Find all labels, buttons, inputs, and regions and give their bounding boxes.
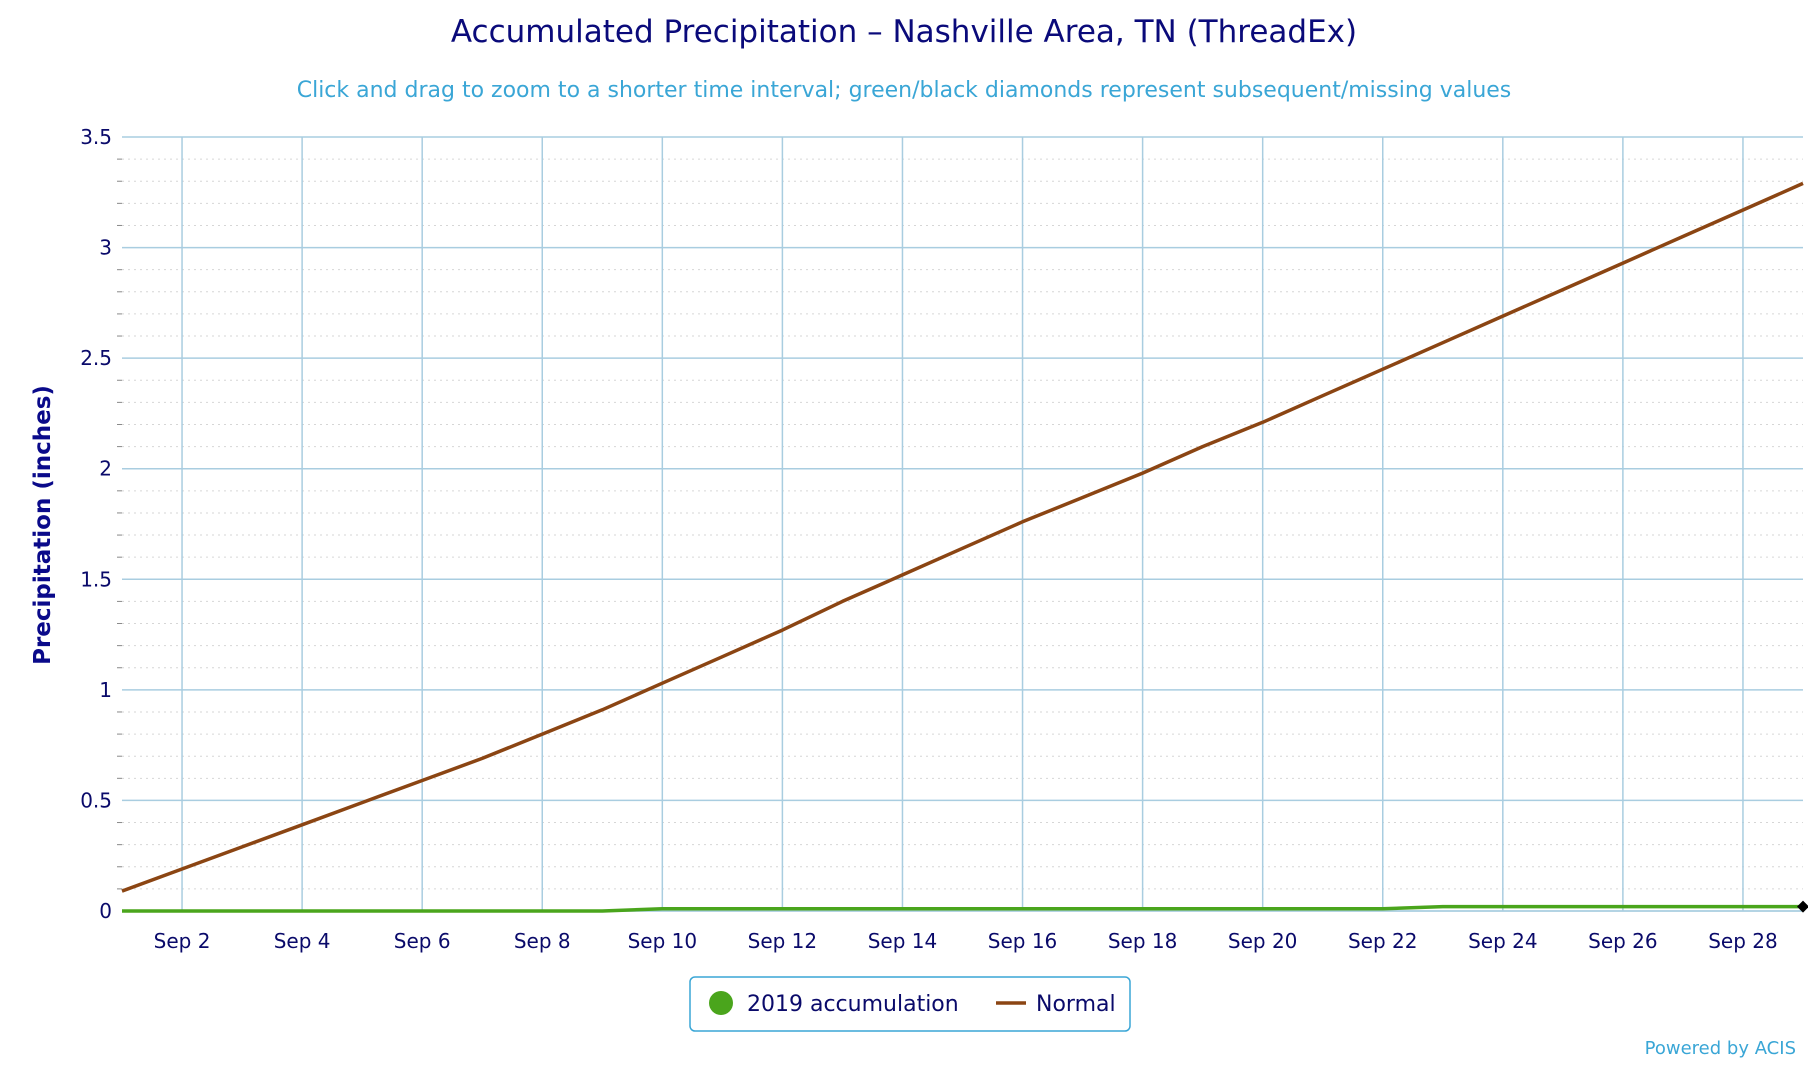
- y-axis-label: Precipitation (inches): [30, 385, 56, 665]
- x-tick-label: Sep 18: [1108, 929, 1178, 953]
- legend-label-normal[interactable]: Normal: [1036, 992, 1116, 1017]
- x-tick-label: Sep 26: [1588, 929, 1658, 953]
- chart-title: Accumulated Precipitation – Nashville Ar…: [451, 14, 1357, 50]
- grid: [117, 136, 1803, 912]
- y-axis-ticks: 0 0.5 1 1.5 2 2.5 3 3.5: [80, 125, 112, 923]
- y-tick-label: 1.5: [80, 567, 112, 591]
- x-axis-ticks: Sep 2 Sep 4 Sep 6 Sep 8 Sep 10 Sep 12 Sep 14 Se…: [154, 929, 1778, 953]
- legend-circle-icon: [709, 991, 733, 1015]
- y-tick-label: 0: [99, 899, 112, 923]
- x-tick-label: Sep 16: [988, 929, 1058, 953]
- y-tick-label: 1: [99, 678, 112, 702]
- legend-label-2019[interactable]: 2019 accumulation: [747, 992, 959, 1017]
- acis-credit-link[interactable]: Powered by ACIS: [1645, 1038, 1796, 1059]
- legend: 2019 accumulation Normal: [689, 976, 1131, 1032]
- y-tick-label: 2.5: [80, 346, 112, 370]
- x-tick-label: Sep 6: [394, 929, 451, 953]
- series-line-accumulation-2019: [122, 904, 1803, 913]
- x-tick-label: Sep 8: [514, 929, 571, 953]
- y-tick-label: 0.5: [80, 788, 112, 812]
- x-tick-label: Sep 22: [1348, 929, 1418, 953]
- y-tick-label: 3: [99, 236, 112, 260]
- missing-value-diamond: [1797, 900, 1808, 913]
- x-tick-label: Sep 20: [1228, 929, 1298, 953]
- x-tick-label: Sep 28: [1708, 929, 1778, 953]
- x-tick-label: Sep 12: [748, 929, 818, 953]
- y-tick-label: 2: [99, 457, 112, 481]
- series-lines: [121, 181, 1808, 913]
- x-tick-label: Sep 14: [868, 929, 938, 953]
- series-line-normal: [121, 181, 1804, 893]
- legend-box: [689, 976, 1131, 1032]
- x-tick-label: Sep 10: [628, 929, 698, 953]
- x-tick-label: Sep 2: [154, 929, 211, 953]
- x-tick-label: Sep 4: [274, 929, 331, 953]
- x-tick-label: Sep 24: [1468, 929, 1538, 953]
- y-tick-label: 3.5: [80, 125, 112, 149]
- chart-subtitle: Click and drag to zoom to a shorter time…: [297, 78, 1512, 103]
